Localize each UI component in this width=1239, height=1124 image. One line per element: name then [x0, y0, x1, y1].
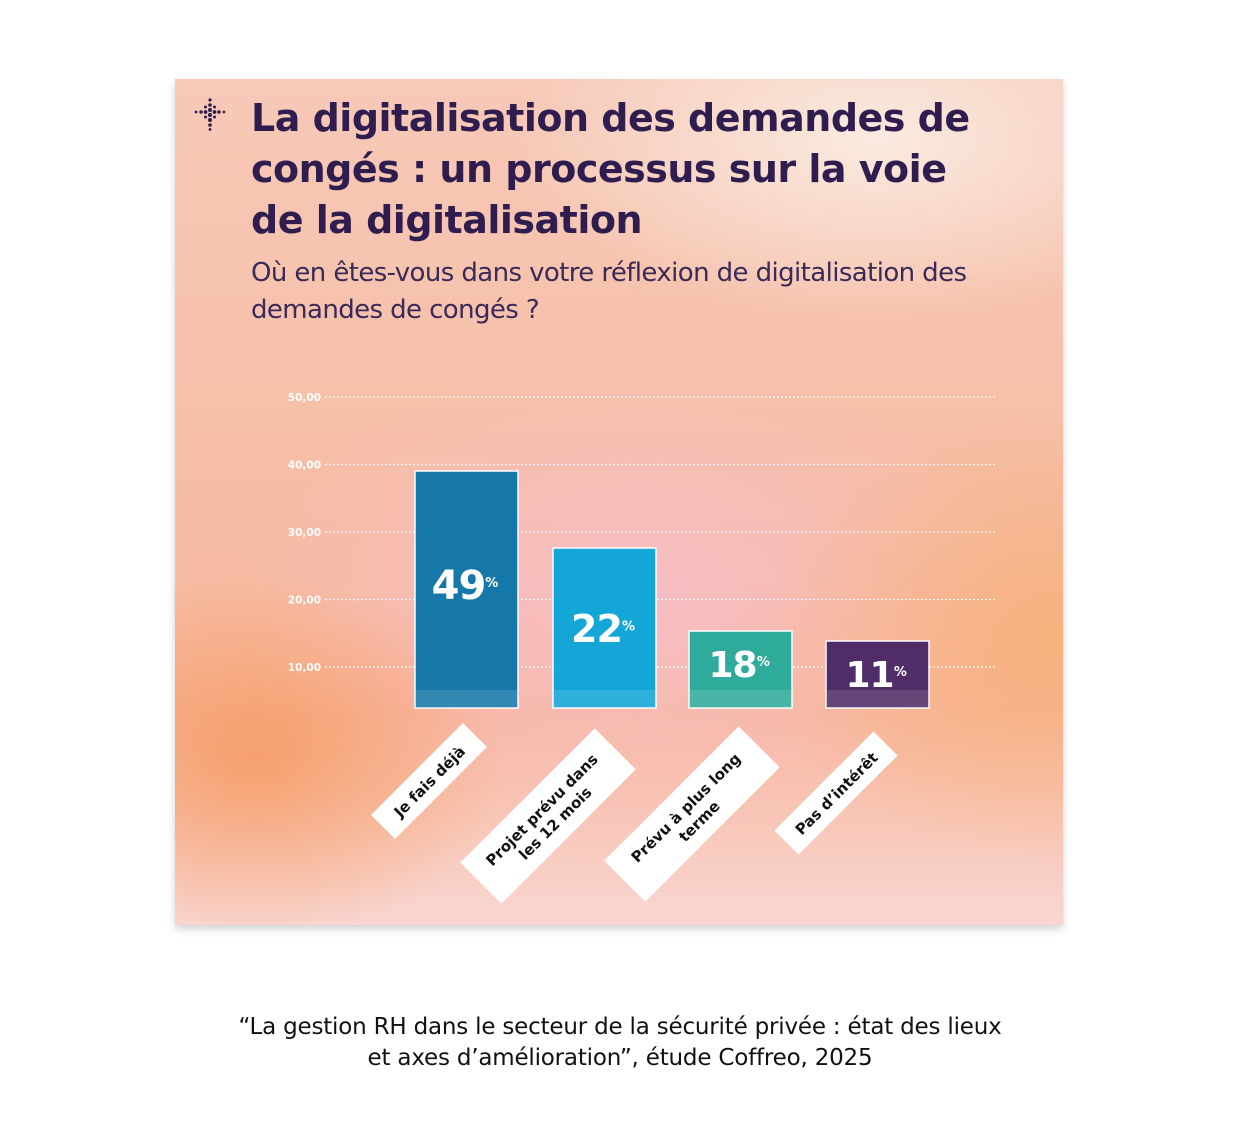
x-tick-tag	[774, 731, 898, 855]
y-tick-label: 20,00	[288, 595, 321, 607]
x-tick-tag	[460, 728, 636, 904]
caption-line: “La gestion RH dans le secteur de la séc…	[238, 1014, 1002, 1040]
bar-base-band	[554, 690, 655, 707]
y-tick-label: 50,00	[288, 392, 321, 404]
data-label-suffix: %	[485, 576, 498, 591]
data-label: 22	[571, 607, 622, 651]
data-label: 49	[432, 563, 486, 609]
infographic-card: La digitalisation des demandes de congés…	[175, 79, 1063, 925]
bar-base-band	[690, 690, 791, 707]
title-line: de la digitalisation	[251, 198, 643, 242]
data-label: 18	[708, 645, 756, 686]
data-label-suffix: %	[622, 620, 635, 635]
subtitle-line: Où en êtes-vous dans votre réflexion de …	[251, 258, 967, 288]
data-label-suffix: %	[894, 665, 907, 680]
x-tick-tag	[371, 723, 487, 839]
bar	[414, 470, 519, 709]
x-tick-label: Pas d’intérêt	[774, 731, 898, 855]
x-tick-text: Je fais déjà	[390, 742, 469, 821]
survey-question: Où en êtes-vous dans votre réflexion de …	[251, 255, 1051, 329]
bar	[552, 547, 657, 709]
source-caption: “La gestion RH dans le secteur de la séc…	[120, 1012, 1120, 1074]
subtitle-line: demandes de congés ?	[251, 295, 540, 325]
caption-line: et axes d’amélioration”, étude Coffreo, …	[367, 1045, 873, 1071]
x-tick-label: Je fais déjà	[371, 723, 487, 839]
bar	[825, 640, 930, 709]
y-tick-label: 30,00	[288, 527, 321, 539]
y-tick-label: 10,00	[288, 662, 321, 674]
x-tick-tag	[604, 726, 780, 902]
bar-base-band	[827, 690, 928, 707]
title-line: La digitalisation des demandes de	[251, 96, 970, 140]
dotted-cross-logo-icon	[194, 98, 226, 131]
title-line: congés : un processus sur la voie	[251, 147, 947, 191]
x-tick-text: Pas d’intérêt	[792, 749, 882, 839]
bar	[688, 630, 793, 709]
bar-base-band	[416, 690, 517, 707]
page-title: La digitalisation des demandes de congés…	[251, 93, 991, 246]
data-label-suffix: %	[757, 655, 770, 670]
y-tick-label: 40,00	[288, 460, 321, 472]
data-label: 11	[845, 655, 893, 696]
